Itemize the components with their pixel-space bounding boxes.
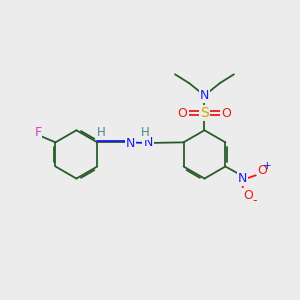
Text: F: F [34, 125, 41, 139]
Text: H: H [97, 125, 105, 139]
Text: -: - [252, 194, 256, 207]
Text: O: O [221, 107, 231, 120]
Text: O: O [178, 107, 188, 120]
Text: H: H [141, 126, 150, 139]
Text: N: N [143, 136, 153, 149]
Text: N: N [126, 137, 135, 150]
Text: N: N [238, 172, 247, 185]
Text: O: O [243, 189, 253, 202]
Text: N: N [200, 89, 209, 102]
Text: S: S [200, 106, 209, 120]
Text: O: O [257, 164, 267, 177]
Text: +: + [263, 161, 272, 171]
